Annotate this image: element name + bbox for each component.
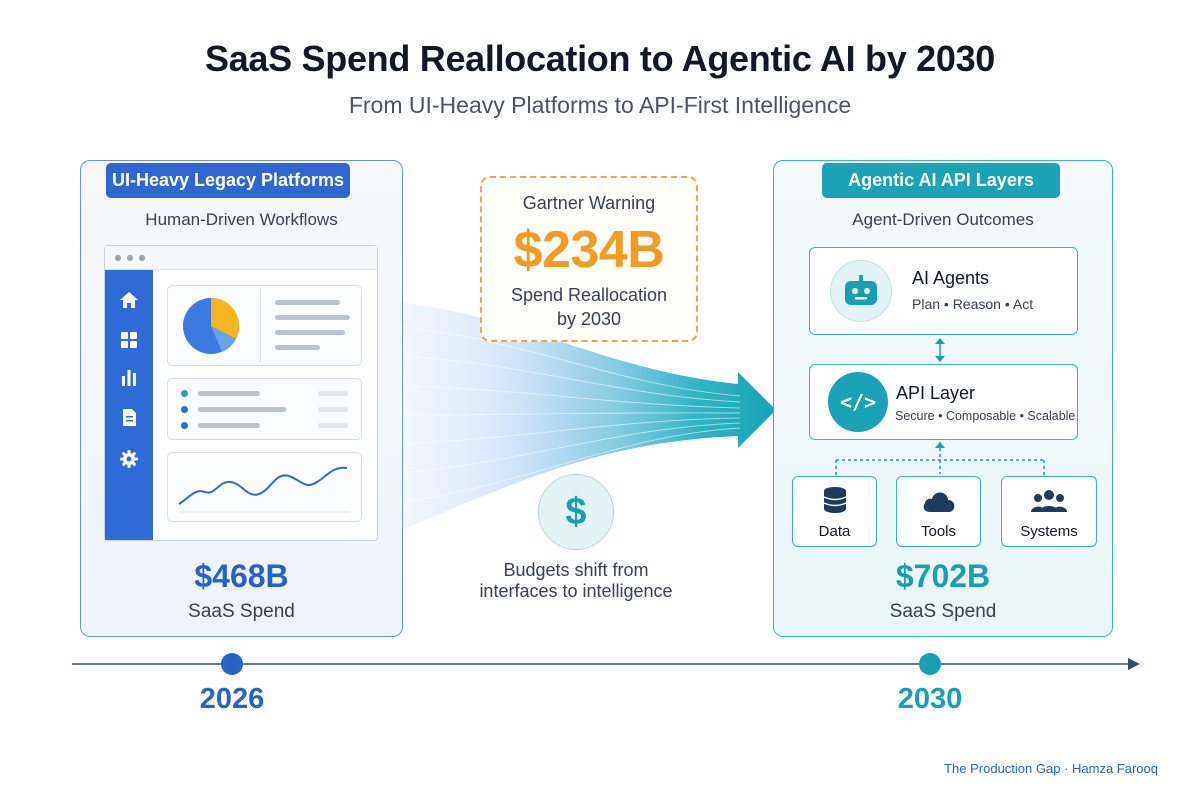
ai-agents-subtitle: Plan • Reason • Act	[912, 296, 1034, 312]
timeline-axis	[72, 653, 1140, 675]
bidirectional-arrow-icon	[935, 338, 945, 362]
text-placeholder-line	[318, 391, 348, 396]
warning-title: Gartner Warning	[522, 193, 656, 213]
agent-outcomes-caption: Agent-Driven Outcomes	[852, 210, 1034, 229]
legacy-spend-amount: $468B	[194, 558, 289, 594]
text-placeholder-line	[275, 345, 320, 350]
text-placeholder-line	[275, 315, 350, 320]
app-sidebar	[105, 270, 153, 540]
window-dot	[115, 255, 121, 261]
code-icon: </>	[839, 390, 877, 414]
warning-amount: $234B	[513, 221, 665, 279]
data-label: Data	[818, 523, 851, 540]
grid-icon	[121, 332, 137, 348]
human-workflows-caption: Human-Driven Workflows	[145, 210, 338, 229]
shift-caption-2: interfaces to intelligence	[479, 581, 673, 601]
text-placeholder-line	[275, 300, 340, 305]
text-placeholder-line	[318, 423, 348, 428]
ai-agents-title: AI Agents	[912, 268, 990, 288]
list-bullet	[181, 390, 188, 397]
users-icon	[1031, 490, 1067, 512]
robot-icon	[845, 275, 877, 305]
cloud-icon	[923, 492, 955, 512]
text-placeholder-line	[198, 407, 286, 412]
dashed-connector	[835, 442, 1045, 476]
dashboard-card-graph	[167, 452, 362, 522]
list-bullet	[181, 406, 188, 413]
agentic-spend-label: SaaS Spend	[889, 601, 997, 622]
timeline-start-year: 2026	[199, 683, 265, 715]
tools-label: Tools	[920, 523, 957, 540]
footer-credit: The Production Gap · Hamza Farooq	[944, 761, 1158, 776]
warning-line-2: by 2030	[556, 309, 622, 329]
code-icon-circle	[828, 372, 888, 432]
legacy-platforms-label: UI-Heavy Legacy Platforms	[106, 163, 350, 198]
shift-caption-1: Budgets shift from	[503, 560, 649, 580]
window-dot	[139, 255, 145, 261]
text-placeholder-line	[275, 330, 345, 335]
api-layer-title: API Layer	[896, 383, 976, 403]
page-title: SaaS Spend Reallocation to Agentic AI by…	[204, 38, 996, 79]
card-divider	[260, 290, 261, 362]
timeline-marker-2030	[919, 653, 941, 675]
sidebar-icons	[120, 292, 138, 468]
api-layer-subtitle: Secure • Composable • Scalable	[895, 409, 1076, 423]
dollar-circle	[538, 474, 614, 550]
agentic-api-label: Agentic AI API Layers	[822, 163, 1060, 198]
gartner-warning-box	[480, 176, 698, 342]
home-icon	[120, 292, 138, 308]
text-placeholder-line	[318, 407, 348, 412]
pie-chart-icon	[183, 297, 240, 354]
bar-chart-icon	[122, 370, 136, 386]
list-bullet	[181, 422, 188, 429]
timeline-end-year: 2030	[897, 683, 963, 715]
database-icon	[823, 487, 847, 513]
timeline-marker-2026	[221, 653, 243, 675]
agentic-spend-amount: $702B	[895, 558, 991, 594]
text-placeholder-line	[198, 391, 260, 396]
page-subtitle: From UI-Heavy Platforms to API-First Int…	[348, 92, 852, 118]
systems-label: Systems	[1020, 523, 1078, 540]
text-placeholder-line	[198, 423, 260, 428]
window-dot	[127, 255, 133, 261]
line-graph-icon	[178, 466, 351, 513]
legacy-spend-label: SaaS Spend	[188, 601, 295, 622]
window-titlebar	[105, 246, 377, 270]
dollar-icon: $	[565, 491, 587, 533]
warning-line-1: Spend Reallocation	[510, 285, 668, 305]
